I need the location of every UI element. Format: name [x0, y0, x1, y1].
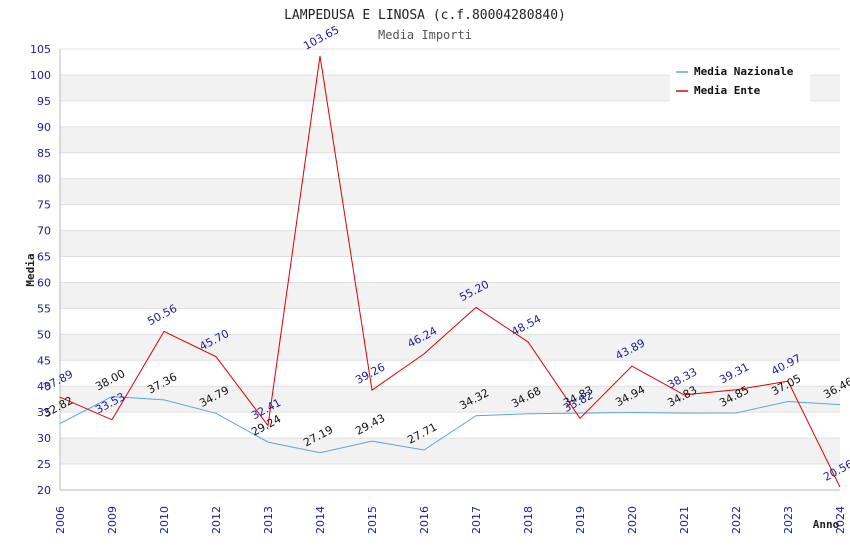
y-tick-label: 35	[37, 406, 51, 419]
y-tick-label: 75	[37, 199, 51, 212]
y-axis-ticks: 20 25 30 35 40 45 50 55 60 65 70 75 80 85 90 95 100 105	[30, 43, 51, 497]
x-tick-label: 2006	[54, 506, 67, 534]
y-tick-label: 90	[37, 121, 51, 134]
y-tick-label: 30	[37, 432, 51, 445]
x-axis-label: Anno	[813, 518, 840, 531]
x-tick-label: 2022	[730, 506, 743, 534]
y-tick-label: 65	[37, 251, 51, 264]
chart-subtitle: Media Importi	[378, 28, 472, 42]
series-line-media-nazionale	[59, 396, 841, 454]
y-tick-label: 45	[37, 354, 51, 367]
y-tick-label: 40	[37, 380, 51, 393]
y-tick-label: 70	[37, 225, 51, 238]
x-tick-label: 2020	[626, 506, 639, 534]
y-tick-label: 25	[37, 458, 51, 471]
x-tick-label: 2023	[782, 506, 795, 534]
y-tick-label: 95	[37, 95, 51, 108]
grid-bands	[60, 74, 840, 465]
x-tick-label: 2024	[834, 506, 847, 534]
data-label-nazionale: 29.43	[353, 411, 387, 437]
x-tick-label: 2013	[262, 506, 275, 534]
x-tick-label: 2015	[366, 506, 379, 534]
y-tick-label: 55	[37, 302, 51, 315]
x-tick-label: 2021	[678, 506, 691, 534]
data-label-nazionale: 32.82	[41, 394, 75, 420]
chart-title: LAMPEDUSA E LINOSA (c.f.80004280840)	[284, 8, 566, 23]
grid-lines	[60, 48, 840, 491]
x-tick-label: 2017	[470, 506, 483, 534]
y-tick-label: 50	[37, 328, 51, 341]
grid-band	[60, 438, 840, 465]
y-tick-label: 80	[37, 173, 51, 186]
y-tick-label: 60	[37, 276, 51, 289]
series-line-media-ente	[59, 55, 841, 488]
y-tick-label: 105	[30, 43, 51, 56]
x-tick-label: 2012	[210, 506, 223, 534]
y-tick-label: 20	[37, 484, 51, 497]
x-axis-ticks: 2006 2009 2010 2012 2013 2014 2015 2016 2017 2018…	[54, 506, 847, 534]
x-tick-label: 2010	[158, 506, 171, 534]
x-tick-label: 2019	[574, 506, 587, 534]
data-label-ente: 39.31	[717, 360, 751, 386]
grid-band	[60, 178, 840, 205]
x-tick-label: 2018	[522, 506, 535, 534]
x-tick-label: 2009	[106, 506, 119, 534]
grid-band	[60, 126, 840, 153]
y-tick-label: 100	[30, 69, 51, 82]
y-axis-label: Media	[24, 253, 37, 286]
series-lines	[59, 55, 841, 488]
legend: Media Nazionale Media Ente	[670, 60, 810, 102]
grid-band	[60, 334, 840, 361]
grid-band	[60, 230, 840, 257]
legend-label-nazionale: Media Nazionale	[694, 65, 794, 78]
grid-band	[60, 282, 840, 309]
legend-box	[670, 60, 810, 102]
data-label-ente: 103.65	[301, 23, 341, 53]
legend-label-ente: Media Ente	[694, 84, 761, 97]
y-tick-label: 85	[37, 147, 51, 160]
x-tick-label: 2016	[418, 506, 431, 534]
grid-band	[60, 386, 840, 413]
x-tick-label: 2014	[314, 506, 327, 534]
